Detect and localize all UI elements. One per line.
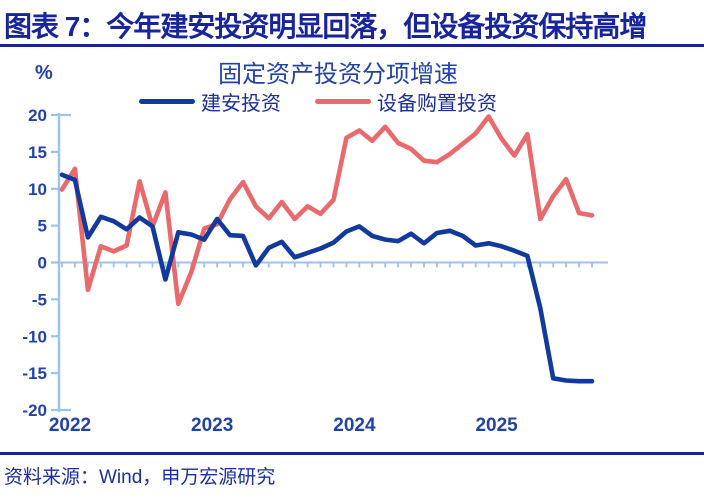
- y-tick-label: 10: [28, 180, 47, 199]
- legend-item-construction: 建安投资: [139, 87, 281, 116]
- series-line-construction: [59, 172, 595, 384]
- chart-title: 固定资产投资分项增速: [218, 61, 458, 88]
- footer-divider: [0, 452, 704, 455]
- y-tick-label: 15: [28, 143, 47, 162]
- header-divider: [0, 44, 704, 47]
- figure-title: 图表 7：今年建安投资明显回落，但设备投资保持高增: [4, 11, 647, 42]
- x-year-label: 2022: [49, 415, 91, 436]
- source-note: 资料来源：Wind，申万宏源研究: [4, 467, 276, 488]
- series-line-equipment: [59, 114, 595, 307]
- x-year-label: 2024: [333, 415, 376, 436]
- y-tick-label: 20: [28, 106, 47, 125]
- y-tick-label: 5: [38, 217, 47, 236]
- x-year-label: 2023: [191, 415, 233, 436]
- legend-label-construction: 建安投资: [201, 93, 281, 115]
- legend-item-equipment: 设备购置投资: [315, 87, 497, 116]
- y-tick-label: 0: [38, 254, 47, 273]
- y-tick-label: -5: [32, 290, 47, 309]
- legend-swatch-equipment: [315, 99, 371, 104]
- y-axis-unit-label: %: [35, 62, 53, 84]
- legend-label-equipment: 设备购置投资: [377, 93, 497, 115]
- legend-swatch-construction: [139, 99, 195, 104]
- y-tick-label: -20: [22, 401, 47, 420]
- chart-legend: 建安投资 设备购置投资: [0, 87, 670, 116]
- y-tick-label: -10: [22, 327, 47, 346]
- x-year-label: 2025: [475, 415, 518, 436]
- y-tick-label: -15: [22, 364, 47, 383]
